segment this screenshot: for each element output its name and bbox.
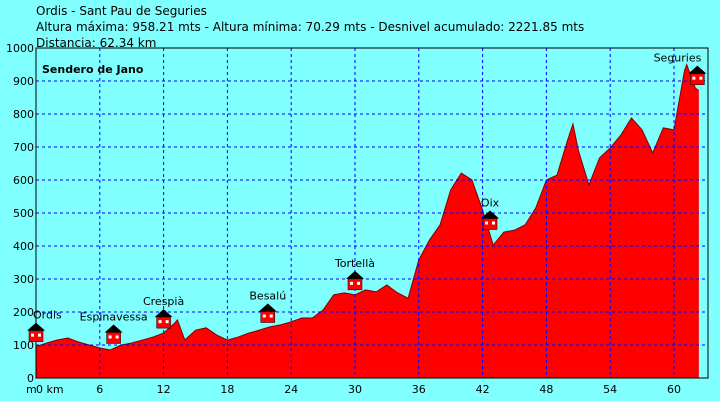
icon-window: [31, 333, 34, 337]
y-tick-label: 300: [13, 273, 34, 286]
waypoint-label: Besalú: [249, 290, 286, 303]
icon-roof: [27, 322, 45, 331]
waypoint-label: Seguries: [654, 52, 702, 65]
x-tick-label: 54: [603, 383, 617, 396]
waypoint-icon: [258, 303, 277, 323]
icon-roof: [258, 303, 277, 312]
icon-window: [485, 221, 489, 225]
icon-window: [165, 320, 169, 324]
icon-window: [349, 281, 353, 285]
icon-body: [347, 278, 363, 291]
area-fill: [36, 64, 699, 378]
waypoint-icon: [154, 309, 173, 329]
x-tick-label: 60: [667, 383, 681, 396]
icon-body: [260, 311, 276, 323]
icon-window: [262, 314, 266, 318]
waypoint-icon: [688, 65, 707, 85]
y-tick-label: 700: [13, 141, 34, 154]
x-tick-label: 30: [348, 383, 362, 396]
icon-body: [482, 218, 498, 230]
x-tick-label: 6: [96, 383, 103, 396]
x-tick-label: 24: [284, 383, 298, 396]
y-tick-label: 900: [13, 75, 34, 88]
header-line: Altura máxima: 958.21 mts - Altura mínim…: [36, 20, 584, 34]
waypoint-label: Tortellà: [334, 257, 375, 270]
header-line: Ordis - Sant Pau de Seguries: [36, 4, 207, 18]
y-tick-label: 600: [13, 174, 34, 187]
icon-roof: [688, 65, 707, 74]
icon-roof: [104, 324, 123, 333]
icon-window: [692, 76, 696, 80]
y-axis-label: m: [26, 383, 37, 396]
waypoint-icon: [104, 324, 123, 344]
icon-window: [492, 221, 496, 225]
chart-title: Sendero de Jano: [42, 63, 144, 76]
x-tick-label: 48: [539, 383, 553, 396]
waypoint-icon: [345, 270, 364, 291]
y-tick-label: 400: [13, 240, 34, 253]
icon-window: [269, 314, 273, 318]
icon-window: [699, 76, 703, 80]
icon-body: [106, 332, 121, 344]
plot-frame: [35, 47, 709, 379]
icon-body: [156, 316, 171, 329]
waypoint-icon: [27, 322, 45, 342]
x-tick-label: 12: [157, 383, 171, 396]
profile-line: [35, 63, 700, 351]
x-tick-label: 18: [220, 383, 234, 396]
x-tick-label: 36: [412, 383, 426, 396]
x-tick-label: 42: [476, 383, 490, 396]
icon-window: [158, 320, 162, 324]
waypoint-label: Espinavessa: [80, 310, 148, 323]
y-tick-label: 500: [13, 207, 34, 220]
icon-roof: [345, 270, 364, 279]
icon-roof: [154, 309, 173, 318]
y-tick-label: 200: [13, 306, 34, 319]
y-tick-label: 0: [27, 372, 34, 385]
x-tick-label: 0 km: [36, 383, 64, 396]
header-line: Distancia: 62.34 km: [36, 36, 156, 50]
icon-window: [356, 281, 360, 285]
icon-body: [690, 73, 705, 85]
icon-window: [115, 335, 119, 339]
y-tick-label: 100: [13, 339, 34, 352]
waypoint-label: Oix: [481, 197, 500, 210]
icon-window: [38, 333, 41, 337]
icon-body: [28, 330, 44, 342]
icon-roof: [481, 210, 500, 219]
y-tick-label: 1000: [6, 42, 34, 55]
icon-window: [108, 335, 112, 339]
waypoint-label: Crespià: [143, 295, 184, 308]
waypoint-label: Ordis: [33, 309, 62, 322]
y-tick-label: 800: [13, 108, 34, 121]
waypoint-icon: [481, 210, 500, 230]
